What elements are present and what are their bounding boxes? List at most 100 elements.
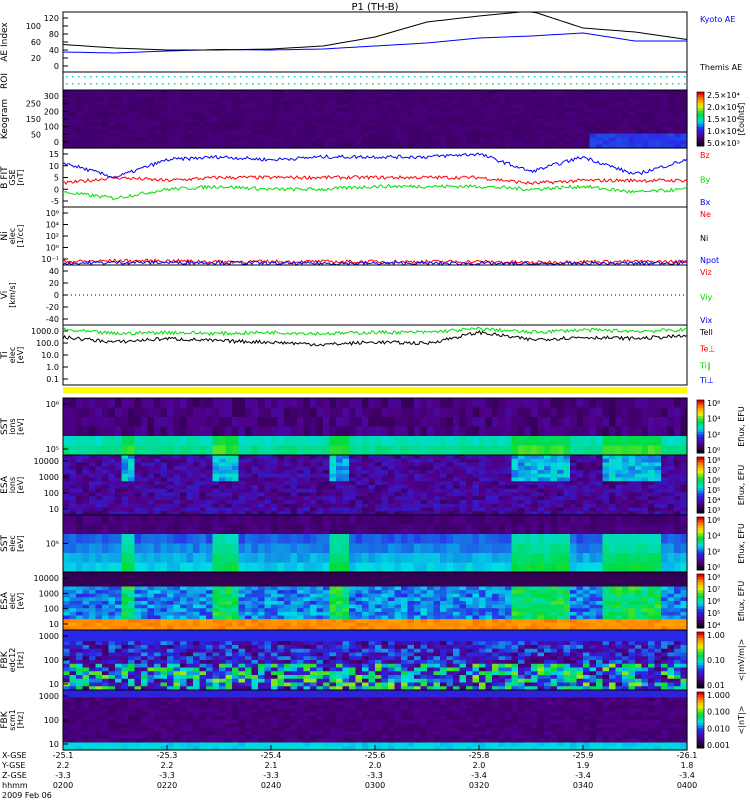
spectrogram-cell <box>641 492 649 497</box>
spectrogram-cell <box>596 436 604 447</box>
spectrogram-cell <box>128 500 136 505</box>
spectrogram-cell <box>310 133 318 138</box>
spectrogram-cell <box>466 481 474 486</box>
roi-dot <box>498 83 500 85</box>
spectrogram-cell <box>654 111 662 116</box>
spectrogram-cell <box>550 496 558 501</box>
spectrogram-cell <box>95 515 103 526</box>
spectrogram-cell <box>524 507 532 512</box>
spectrogram-cell <box>635 426 643 437</box>
spectrogram-cell <box>264 458 272 464</box>
spectrogram-cell <box>264 144 272 149</box>
spectrogram-cell <box>102 144 110 149</box>
spectrogram-cell <box>154 119 162 124</box>
spectrogram-cell <box>206 100 214 106</box>
spectrogram-cell <box>453 436 461 447</box>
spectrogram-cell <box>407 137 415 142</box>
spectrogram-cell <box>570 133 578 138</box>
spectrogram-cell <box>271 115 279 120</box>
spectrogram-cell <box>323 534 331 545</box>
spectrogram-cell <box>498 466 506 471</box>
spectrogram-cell <box>82 126 90 131</box>
spectrogram-cell <box>388 473 396 479</box>
colorbar-tick-label: 10⁴ <box>707 415 720 424</box>
spectrogram-cell <box>472 492 480 497</box>
spectrogram-cell <box>609 503 617 509</box>
spectrogram-cell <box>310 455 318 460</box>
spectrogram-cell <box>381 543 389 554</box>
spectrogram-cell <box>518 503 526 509</box>
spectrogram-cell <box>355 104 363 109</box>
spectrogram-cell <box>622 417 630 428</box>
spectrogram-cell <box>375 108 383 113</box>
spectrogram-cell <box>134 93 142 98</box>
spectrogram-cell <box>414 417 422 428</box>
spectrogram-cell <box>602 436 610 447</box>
spectrogram-cell <box>381 445 389 456</box>
spectrogram-cell <box>336 100 344 106</box>
spectrogram-cell <box>264 137 272 142</box>
spectrogram-cell <box>446 436 454 447</box>
spectrogram-cell <box>420 492 428 497</box>
spectrogram-cell <box>524 445 532 456</box>
spectrogram-cell <box>160 500 168 505</box>
spectrogram-cell <box>355 562 363 573</box>
spectrogram-cell <box>310 144 318 149</box>
spectrogram-cell <box>641 445 649 456</box>
spectrogram-cell <box>654 515 662 526</box>
spectrogram-cell <box>680 492 688 497</box>
spectrogram-cell <box>108 608 116 613</box>
spectrogram-cell <box>453 100 461 106</box>
spectrogram-cell <box>674 477 682 482</box>
colorbar-swatch <box>697 415 704 420</box>
spectrogram-cell <box>531 97 539 102</box>
spectrogram-cell <box>414 492 422 497</box>
spectrogram-cell <box>199 477 207 482</box>
spectrogram-cell <box>609 562 617 573</box>
spectrogram-cell <box>368 466 376 471</box>
spectrogram-cell <box>342 481 350 486</box>
spectrogram-cell <box>615 503 623 509</box>
spectrogram-cell <box>355 496 363 501</box>
spectrogram-cell <box>89 590 97 595</box>
spectrogram-cell <box>219 140 227 145</box>
spectrogram-cell <box>134 608 142 613</box>
spectrogram-cell <box>199 108 207 113</box>
spectrogram-cell <box>245 492 253 497</box>
spectrogram-cell <box>524 97 532 102</box>
spectrogram-cell <box>440 133 448 138</box>
roi-dot <box>462 83 464 85</box>
spectrogram-cell <box>147 462 155 467</box>
spectrogram-cell <box>485 481 493 486</box>
spectrogram-cell <box>336 458 344 464</box>
spectrogram-cell <box>485 129 493 135</box>
spectrogram-cell <box>251 500 259 505</box>
spectrogram-cell <box>225 503 233 509</box>
spectrogram-cell <box>82 562 90 573</box>
spectrogram-cell <box>498 481 506 486</box>
spectrogram-cell <box>199 473 207 479</box>
spectrogram-cell <box>524 407 532 418</box>
spectrogram-cell <box>271 100 279 106</box>
spectrogram-cell <box>375 445 383 456</box>
spectrogram-cell <box>290 562 298 573</box>
spectrogram-cell <box>180 445 188 456</box>
spectrogram-cell <box>323 473 331 479</box>
spectrogram-cell <box>284 458 292 464</box>
spectrogram-cell <box>108 586 116 591</box>
roi-dot <box>348 83 350 85</box>
spectrogram-cell <box>173 407 181 418</box>
spectrogram-cell <box>576 115 584 120</box>
spectrogram-cell <box>544 137 552 142</box>
spectrogram-cell <box>524 111 532 116</box>
spectrogram-cell <box>524 104 532 109</box>
spectrogram-cell <box>680 496 688 501</box>
spectrogram-cell <box>459 466 467 471</box>
spectrogram-cell <box>498 129 506 135</box>
spectrogram-cell <box>277 496 285 501</box>
spectrogram-cell <box>401 137 409 142</box>
spectrogram-cell <box>433 140 441 145</box>
spectrogram-cell <box>128 575 136 580</box>
spectrogram-cell <box>238 97 246 102</box>
